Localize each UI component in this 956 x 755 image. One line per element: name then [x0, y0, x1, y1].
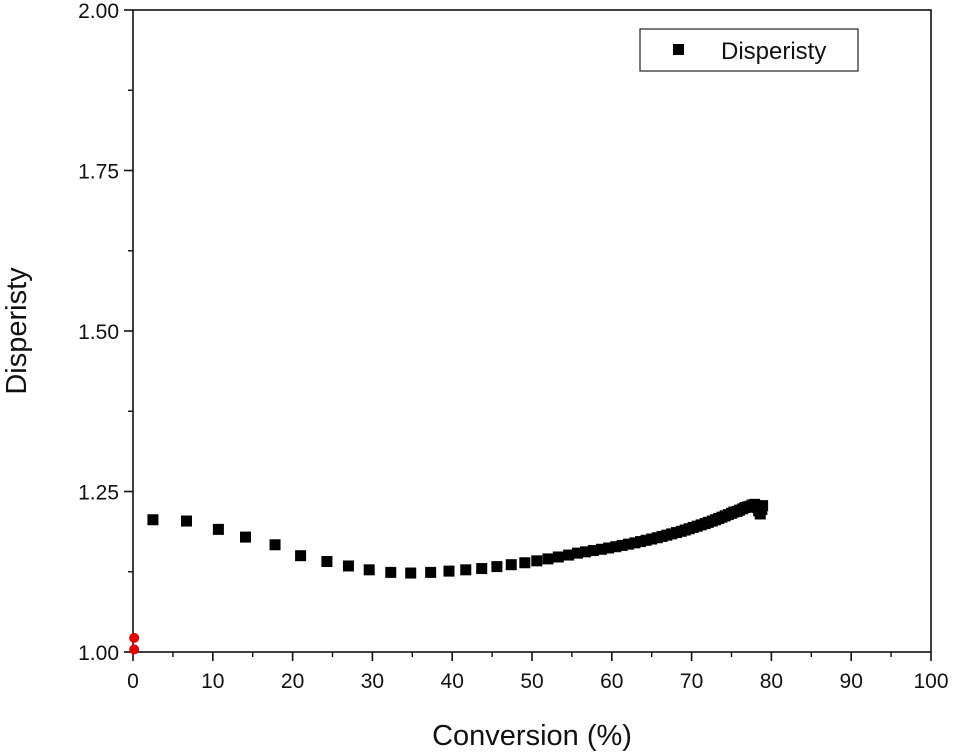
data-point-square [519, 557, 531, 569]
data-point-square [552, 551, 564, 563]
data-point-square [629, 537, 641, 549]
legend: Disperisty [639, 28, 859, 72]
x-tick-label: 30 [361, 670, 384, 693]
data-point-square [363, 564, 375, 576]
y-tick-label: 1.75 [78, 161, 119, 184]
data-point-square [385, 566, 397, 578]
legend-square-marker [673, 44, 684, 55]
data-point-square [476, 563, 488, 575]
legend-label: Disperisty [721, 38, 826, 65]
data-point-square [180, 515, 192, 527]
data-point-square [623, 538, 635, 550]
data-point-square [542, 553, 554, 565]
data-point-square [640, 534, 652, 546]
data-point-square [147, 514, 159, 526]
data-point-circle [129, 644, 140, 655]
y-tick-label: 2.00 [78, 0, 119, 23]
data-point-circle [129, 632, 140, 643]
y-tick-label: 1.50 [78, 321, 119, 344]
x-tick-label: 70 [680, 670, 703, 693]
x-tick-label: 20 [281, 670, 304, 693]
data-point-square [587, 545, 599, 557]
y-tick-label: 1.00 [78, 642, 119, 665]
x-tick-label: 50 [520, 670, 543, 693]
data-point-square [635, 536, 647, 548]
data-point-square [505, 559, 517, 571]
data-point-square [460, 564, 472, 576]
x-tick-label: 100 [913, 670, 948, 693]
x-tick-label: 0 [127, 670, 139, 693]
data-point-square [295, 550, 307, 562]
x-tick-label: 60 [600, 670, 623, 693]
y-tick-label: 1.25 [78, 482, 119, 505]
data-point-square [616, 539, 628, 551]
data-point-square [491, 561, 503, 573]
x-tick-label: 80 [760, 670, 783, 693]
data-point-square [342, 560, 354, 572]
x-tick-label: 90 [840, 670, 863, 693]
data-point-square [425, 566, 437, 578]
y-axis-title: Disperisty [1, 267, 33, 395]
data-point-square [571, 547, 583, 559]
data-point-square [757, 500, 769, 512]
data-point-square [321, 555, 333, 567]
data-point-square [595, 543, 607, 555]
x-tick-label: 10 [201, 670, 224, 693]
data-point-square [212, 523, 224, 535]
x-axis-title: Conversion (%) [432, 720, 632, 752]
data-point-square [240, 531, 252, 543]
data-point-square [579, 546, 591, 558]
data-points [129, 498, 769, 655]
data-point-square [603, 542, 615, 554]
data-point-square [646, 533, 658, 545]
x-tick-label: 40 [441, 670, 464, 693]
data-point-square [443, 565, 455, 577]
data-point-square [563, 549, 575, 561]
data-point-square [610, 541, 622, 553]
data-point-square [531, 555, 543, 567]
x-axis: 0 10 20 30 40 50 60 70 80 90 100 [127, 652, 949, 693]
y-axis: 1.00 1.25 1.50 1.75 2.00 [78, 0, 133, 665]
data-point-square [405, 567, 417, 579]
data-point-square [269, 539, 281, 551]
